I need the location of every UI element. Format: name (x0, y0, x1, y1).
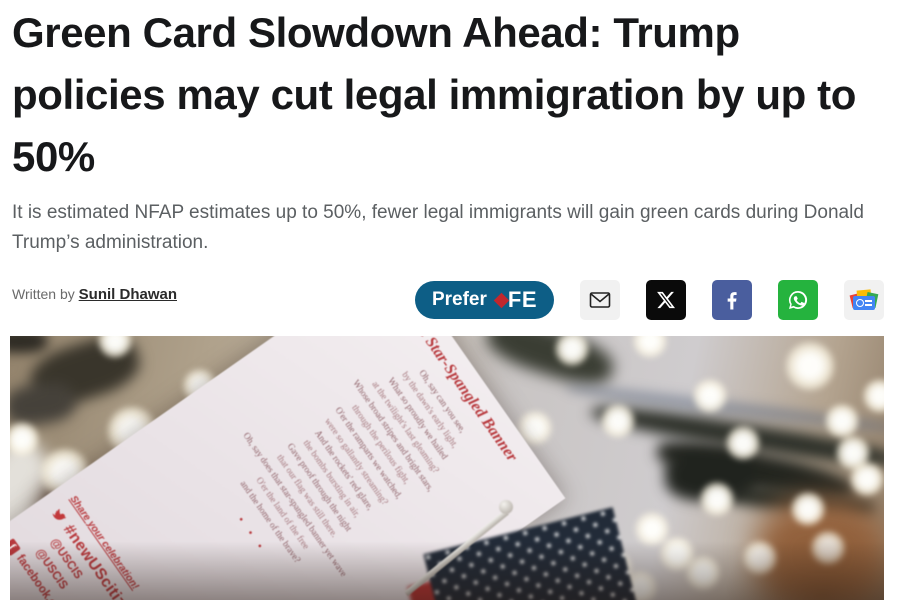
share-row: Prefer FE (414, 280, 884, 320)
author-link[interactable]: Sunil Dhawan (78, 286, 177, 303)
email-share-button[interactable] (580, 280, 620, 320)
facebook-share-button[interactable] (712, 280, 752, 320)
page-title: Green Card Slowdown Ahead: Trump policie… (12, 9, 856, 180)
ceiling-light (692, 378, 728, 414)
byline-prefix: Written by (12, 286, 75, 302)
flag-pole-finial (499, 500, 513, 514)
ceiling-light (790, 491, 826, 527)
camera-blob (10, 336, 48, 353)
diamond-icon (493, 292, 510, 308)
google-news-icon (849, 288, 879, 311)
ceiling-light (685, 555, 721, 591)
fe-brand-label: FE (507, 287, 537, 312)
ceiling-light (725, 425, 761, 461)
ceiling-light (742, 540, 778, 576)
ceiling-light (824, 403, 860, 439)
article-image: The Star-Spangled Banner Oh, say can you… (10, 336, 884, 600)
card-share-section: Share your celebration! #newUScitizen @U… (10, 494, 155, 600)
envelope-icon (589, 292, 611, 308)
ceiling-light (862, 378, 884, 414)
ceiling-light (600, 403, 636, 439)
meta-row: Written by Sunil Dhawan Prefer FE (12, 280, 884, 322)
x-share-button[interactable] (646, 280, 686, 320)
prefer-fe-button[interactable]: Prefer FE (414, 281, 554, 319)
ceiling-light (699, 481, 735, 517)
whatsapp-icon (788, 290, 808, 309)
whatsapp-share-button[interactable] (778, 280, 818, 320)
ceiling-light (849, 461, 884, 497)
subheadline: It is estimated NFAP estimates up to 50%… (12, 202, 864, 253)
twitter-bird-icon (52, 509, 67, 520)
x-twitter-icon (657, 291, 676, 309)
byline: Written by Sunil Dhawan (12, 286, 177, 303)
ceiling-light (632, 336, 668, 359)
facebook-icon (727, 292, 737, 310)
truss-blob (481, 336, 619, 394)
google-news-button[interactable] (844, 280, 884, 320)
facebook-mini-icon: f (10, 538, 21, 557)
ceiling-light (810, 530, 846, 566)
prefer-label: Prefer (431, 289, 487, 310)
ceiling-light (784, 340, 836, 392)
